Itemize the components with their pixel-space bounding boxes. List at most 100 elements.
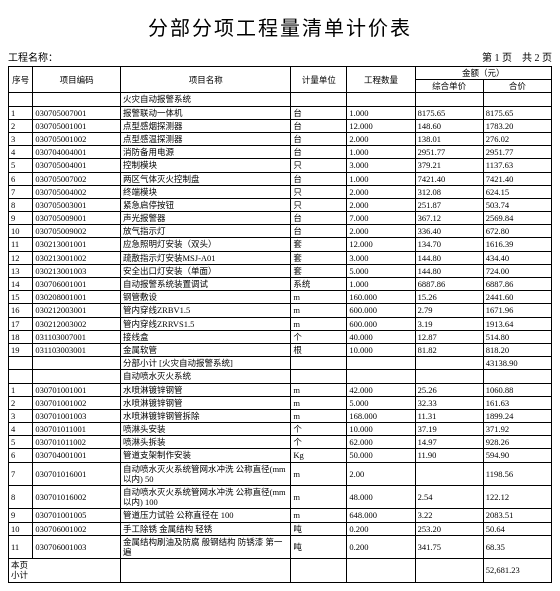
- cell-unit: 套: [291, 264, 347, 277]
- cell-unit: m: [291, 291, 347, 304]
- cell-code: 030701001001: [33, 383, 121, 396]
- cell-price: 7421.40: [415, 172, 483, 185]
- cell-total: 371.92: [483, 423, 551, 436]
- cell-unit: [291, 93, 347, 106]
- cell-qty: [347, 370, 415, 383]
- cell-total: 8175.65: [483, 106, 551, 119]
- cell-code: 030701011002: [33, 436, 121, 449]
- cell-price: 2.79: [415, 304, 483, 317]
- table-row: 3030701001003水喷淋镀锌钢管拆除m168.00011.311899.…: [9, 409, 552, 422]
- table-row: 分部小计 [火灾自动报警系统]43138.90: [9, 357, 552, 370]
- th-amount: 金额（元）: [415, 67, 551, 80]
- th-code: 项目编码: [33, 67, 121, 93]
- cell-total: 7421.40: [483, 172, 551, 185]
- cell-name: 消防备用电源: [120, 146, 290, 159]
- cell-qty: 3.000: [347, 251, 415, 264]
- cell-price: 3.19: [415, 317, 483, 330]
- table-row: 1030705007001报警联动一体机台1.0008175.658175.65: [9, 106, 552, 119]
- table-row: 4030701011001喷淋头安装个10.00037.19371.92: [9, 423, 552, 436]
- table-row: 自动喷水灭火系统: [9, 370, 552, 383]
- cell-name: 手工除锈 金属结构 轻锈: [120, 522, 290, 535]
- cell-price: 2.54: [415, 486, 483, 509]
- cell-total: [483, 93, 551, 106]
- cell-seq: 7: [9, 462, 33, 485]
- cell-unit: m: [291, 383, 347, 396]
- cell-code: 030705001002: [33, 132, 121, 145]
- cell-name: 管内穿线ZRBV1.5: [120, 304, 290, 317]
- cell-seq: 10: [9, 225, 33, 238]
- cell-code: [33, 370, 121, 383]
- cell-price: 134.70: [415, 238, 483, 251]
- cell-name: 两区气体灭火控制盘: [120, 172, 290, 185]
- cell-code: 030213001002: [33, 251, 121, 264]
- cell-price: 253.20: [415, 522, 483, 535]
- th-qty: 工程数量: [347, 67, 415, 93]
- cell-name: 终端模块: [120, 185, 290, 198]
- cell-code: 030705009001: [33, 212, 121, 225]
- table-row: 9030701001005管道压力试验 公称直径在 100m648.0003.2…: [9, 509, 552, 522]
- cell-name: 喷淋头安装: [120, 423, 290, 436]
- cell-qty: 2.000: [347, 185, 415, 198]
- table-row: 火灾自动报警系统: [9, 93, 552, 106]
- cell-name: 管内穿线ZRRVS1.5: [120, 317, 290, 330]
- cell-qty: 7.000: [347, 212, 415, 225]
- cell-price: 11.90: [415, 449, 483, 462]
- cell-qty: 0.200: [347, 522, 415, 535]
- cell-price: 6887.86: [415, 278, 483, 291]
- cell-price: 2951.77: [415, 146, 483, 159]
- cell-seq: 17: [9, 317, 33, 330]
- cell-unit: 个: [291, 330, 347, 343]
- cell-total: [483, 370, 551, 383]
- table-row: 7030701016001自动喷水灭火系统管网水冲洗 公称直径(mm以内) 50…: [9, 462, 552, 485]
- table-row: 2030705001001点型感烟探测器台12.000148.601783.20: [9, 119, 552, 132]
- cell-name: 水喷淋镀锌钢管拆除: [120, 409, 290, 422]
- cell-seq: 2: [9, 119, 33, 132]
- cell-seq: 5: [9, 159, 33, 172]
- cell-seq: 11: [9, 535, 33, 558]
- table-row: 6030704001001管道支架制作安装Kg50.00011.90594.90: [9, 449, 552, 462]
- table-row: 5030701011002喷淋头拆装个62.00014.97928.26: [9, 436, 552, 449]
- cell-qty: 2.000: [347, 225, 415, 238]
- cell-seq: 13: [9, 264, 33, 277]
- cell-seq: 8: [9, 486, 33, 509]
- cell-seq: 1: [9, 106, 33, 119]
- cell-total: 68.35: [483, 535, 551, 558]
- cell-price: 336.40: [415, 225, 483, 238]
- table-row: 9030705009001声光报警器台7.000367.122569.84: [9, 212, 552, 225]
- cell-code: 030706001002: [33, 522, 121, 535]
- footer-label: 本页 小计: [9, 559, 121, 582]
- cell-name: 接线盒: [120, 330, 290, 343]
- cell-total: 1616.39: [483, 238, 551, 251]
- cell-unit: 台: [291, 172, 347, 185]
- cell-price: 3.22: [415, 509, 483, 522]
- cell-unit: 台: [291, 212, 347, 225]
- cell-unit: 根: [291, 343, 347, 356]
- cell-total: 1913.64: [483, 317, 551, 330]
- cell-total: 1060.88: [483, 383, 551, 396]
- cell-code: 030705001001: [33, 119, 121, 132]
- cell-unit: m: [291, 304, 347, 317]
- cell-code: 030213001001: [33, 238, 121, 251]
- cell-name: 安全出口灯安装（单面）: [120, 264, 290, 277]
- cell-unit: m: [291, 317, 347, 330]
- cell-qty: 5.000: [347, 264, 415, 277]
- cell-total: 6887.86: [483, 278, 551, 291]
- cell-unit: Kg: [291, 449, 347, 462]
- cell-qty: [347, 357, 415, 370]
- cell-unit: 只: [291, 198, 347, 211]
- table-row: 13030213001003安全出口灯安装（单面）套5.000144.80724…: [9, 264, 552, 277]
- th-total: 合价: [483, 80, 551, 93]
- cell-seq: 12: [9, 251, 33, 264]
- page-info: 第 1 页 共 2 页: [482, 49, 552, 64]
- table-row: 8030701016002自动喷水灭火系统管网水冲洗 公称直径(mm以内) 10…: [9, 486, 552, 509]
- cell-price: 15.26: [415, 291, 483, 304]
- cell-price: 11.31: [415, 409, 483, 422]
- cell-seq: 8: [9, 198, 33, 211]
- cell-name: 钢管敷设: [120, 291, 290, 304]
- cell-total: 1198.56: [483, 462, 551, 485]
- cell-total: 672.80: [483, 225, 551, 238]
- cell-total: 624.15: [483, 185, 551, 198]
- table-row: 19031103003001金属软管根10.00081.82818.20: [9, 343, 552, 356]
- cell-name: 自动喷水灭火系统管网水冲洗 公称直径(mm以内) 50: [120, 462, 290, 485]
- table-row: 2030701001002水喷淋镀锌钢管m5.00032.33161.63: [9, 396, 552, 409]
